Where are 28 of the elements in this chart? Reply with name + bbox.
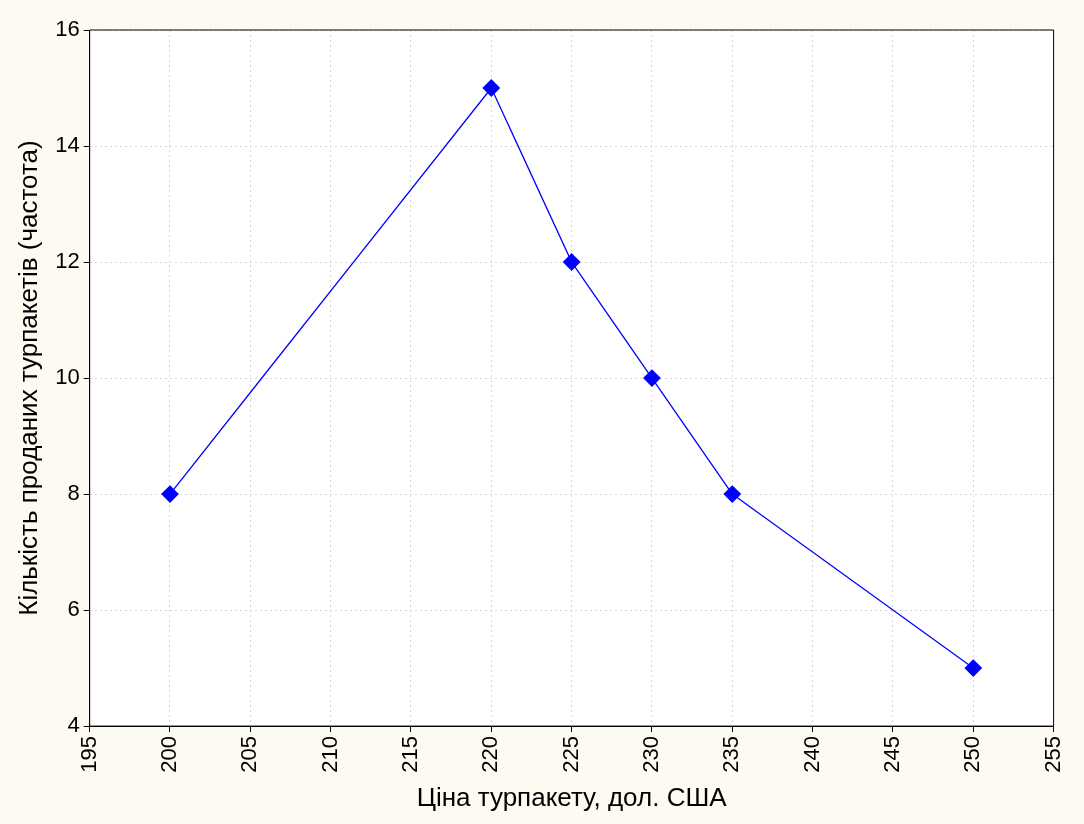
point <box>482 79 500 97</box>
y-tick-label: 10 <box>55 364 80 390</box>
x-tick-label: 215 <box>397 736 423 773</box>
x-tick-label: 245 <box>879 736 905 773</box>
x-tick-label: 255 <box>1039 736 1065 773</box>
x-tick-label: 195 <box>75 736 101 773</box>
y-tick-label: 4 <box>67 712 80 738</box>
x-tick-label: 225 <box>557 736 583 773</box>
y-tick-label: 12 <box>55 248 80 274</box>
x-axis-title: Ціна турпакету, дол. США <box>416 781 728 812</box>
x-tick-label: 230 <box>638 736 664 773</box>
point <box>643 369 661 387</box>
y-tick-label: 14 <box>55 132 80 158</box>
point <box>562 253 581 271</box>
point <box>161 485 179 503</box>
x-tick-label: 250 <box>959 736 985 773</box>
x-tick-label: 235 <box>718 736 744 773</box>
x-tick-label: 220 <box>477 736 503 773</box>
x-tick-label: 240 <box>798 736 824 773</box>
x-tick-label: 200 <box>156 736 182 773</box>
y-tick-label: 6 <box>67 596 80 622</box>
x-tick-label: 205 <box>236 736 262 773</box>
y-tick-label: 16 <box>55 16 80 42</box>
y-axis-title: Кількість проданих турпакетів (частота) <box>12 140 43 616</box>
x-tick-label: 210 <box>316 736 342 773</box>
point <box>723 485 741 503</box>
point <box>964 659 982 677</box>
y-tick-label: 8 <box>67 480 80 506</box>
